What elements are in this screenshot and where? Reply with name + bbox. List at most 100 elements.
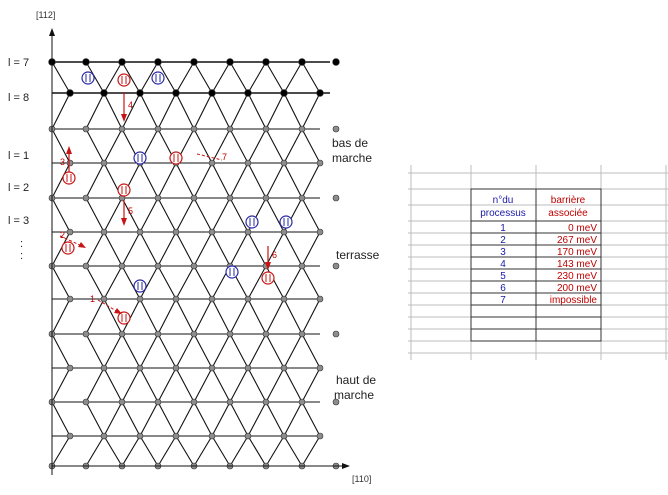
lattice-diagonal-line <box>211 231 231 267</box>
lattice-diagonal-line <box>85 401 105 437</box>
barrier-cell: 143 meV <box>557 259 597 270</box>
row-label-8: l = 8 <box>8 92 29 104</box>
process-cell: 3 <box>500 247 506 258</box>
terrace-atom-node <box>154 262 162 270</box>
lattice-diagonal-line <box>211 401 231 437</box>
lattice-diagonal-line <box>139 333 159 369</box>
lattice-diagonal-line <box>211 61 231 94</box>
vertical-axis: [112] <box>36 10 55 475</box>
terrace-atom-node <box>316 228 324 236</box>
step-atom-node <box>280 89 288 97</box>
horizontal-axis-label: [110] <box>352 474 371 484</box>
terrace-atom-node <box>82 194 90 202</box>
terrace-atom-node <box>154 194 162 202</box>
lattice-diagonal-line <box>51 197 71 233</box>
process-5-label: 5 <box>128 206 133 216</box>
barrier-cell: 170 meV <box>557 247 597 258</box>
process-1-arrow: 1 <box>90 294 122 314</box>
barrier-cell: 267 meV <box>557 235 597 246</box>
terrace-atom-node <box>244 364 252 372</box>
lattice-diagonal-line <box>103 231 123 267</box>
lattice-diagonal-line <box>301 61 321 94</box>
vertical-axis-label: [112] <box>36 10 55 20</box>
step-atom-node <box>100 89 108 97</box>
step-bottom-label-line1: bas de <box>332 136 368 150</box>
zone-labels: bas de marche terrasse haut de marche <box>332 136 380 402</box>
terrace-atom-node <box>298 125 306 133</box>
lattice-diagonal-line <box>51 231 71 267</box>
step-atom-node <box>136 89 144 97</box>
header-barrier-line1: barrière <box>551 195 586 206</box>
lattice-diagonal-line <box>193 231 213 267</box>
lattice-diagonal-line <box>139 367 159 403</box>
lattice-diagonal-line <box>301 265 321 300</box>
lattice-diagonal-line <box>247 128 267 164</box>
lattice-diagonal-line <box>301 128 321 164</box>
lattice-diagonal-line <box>85 435 105 467</box>
step-top-label-line2: marche <box>334 388 374 402</box>
lattice-diagonal-line <box>157 231 177 267</box>
terrace-atom-node <box>280 159 288 167</box>
lattice-diagonal-line <box>283 265 303 300</box>
terrace-atom-node <box>280 364 288 372</box>
barrier-cell: 230 meV <box>557 271 597 282</box>
lattice-diagonal-line <box>193 298 213 335</box>
terrace-atom-node <box>66 228 74 236</box>
adatom-red-marker <box>62 171 76 185</box>
lattice-diagonal-line <box>211 162 231 199</box>
lattice-diagonal-line <box>229 401 249 437</box>
terrace-atom-node <box>262 194 270 202</box>
row-labels: l = 7 l = 8 l = 1 l = 2 l = 3 : : <box>8 57 29 262</box>
lattice-diagonal-line <box>247 162 267 199</box>
row-ellipsis-1: : <box>20 238 23 250</box>
terrace-atom-node <box>332 398 340 406</box>
terrace-atom-node <box>82 398 90 406</box>
lattice-diagonal-line <box>121 401 141 437</box>
lattice-diagonal-line <box>193 128 213 164</box>
lattice-diagonal-line <box>193 92 213 130</box>
step-atom-node <box>208 89 216 97</box>
lattice-nodes <box>48 58 340 470</box>
lattice-diagonal-line <box>247 231 267 267</box>
lattice-diagonal-line <box>103 197 123 233</box>
lattice-diagonal-line <box>139 435 159 467</box>
adatom-blue-marker <box>225 265 239 279</box>
process-5-arrow: 5 <box>121 200 133 226</box>
table-row: 1 0 meV <box>500 223 597 234</box>
lattice-diagonal-line <box>51 401 71 437</box>
terrace-atom-node <box>226 330 234 338</box>
terrace-atom-node <box>262 330 270 338</box>
terrace-atom-node <box>100 295 108 303</box>
lattice-diagonal-line <box>121 298 141 335</box>
lattice-diagonal-line <box>229 367 249 403</box>
barrier-cell: 200 meV <box>557 283 597 294</box>
lattice-diagonal-line <box>157 92 177 130</box>
table-row: 2 267 meV <box>500 235 597 246</box>
lattice-diagonal-line <box>175 197 195 233</box>
header-process-line1: n°du <box>493 195 514 206</box>
terrace-atom-node <box>332 330 340 338</box>
terrace-atom-node <box>208 228 216 236</box>
adatom-red-marker <box>117 311 131 325</box>
lattice-diagonal-line <box>265 162 285 199</box>
lattice-diagonal-line <box>265 92 285 130</box>
terrace-atom-node <box>82 125 90 133</box>
process-cell: 6 <box>500 283 506 294</box>
terrace-atom-node <box>118 262 126 270</box>
lattice-diagonal-line <box>85 298 105 335</box>
lattice-diagonal-line <box>301 298 321 335</box>
adatom-red-marker <box>261 271 275 285</box>
terrace-atom-node <box>208 295 216 303</box>
step-atom-node <box>298 58 306 66</box>
table-row: 5 230 meV <box>500 271 597 282</box>
process-6-arrow: 6 <box>265 246 277 270</box>
terrace-atom-node <box>332 125 340 133</box>
lattice-diagonal-line <box>103 61 123 94</box>
process-4-label-group: 4 <box>128 100 133 110</box>
terrace-atom-node <box>208 159 216 167</box>
lattice-diagonal-line <box>229 333 249 369</box>
lattice-diagonal-line <box>157 367 177 403</box>
lattice-diagonal-line <box>51 265 71 300</box>
lattice-diagonal-line <box>211 333 231 369</box>
process-4-label: 4 <box>128 100 133 110</box>
